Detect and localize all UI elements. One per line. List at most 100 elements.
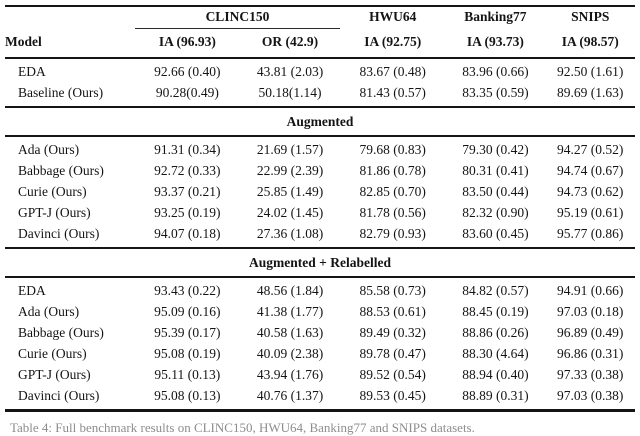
value-cell: 88.45 (0.19) <box>462 304 529 319</box>
metric-header-row: Model IA (96.93) OR (42.9) IA (92.75) IA… <box>5 28 635 59</box>
value-cell: 82.32 (0.90) <box>462 205 529 220</box>
empty-header-cell <box>5 6 135 29</box>
value-cell: 88.30 (4.64) <box>462 346 529 361</box>
model-cell: Baseline (Ours) <box>18 85 104 100</box>
model-cell: Babbage (Ours) <box>18 163 104 178</box>
value-cell: 96.89 (0.49) <box>557 325 624 340</box>
value-cell: 22.99 (2.39) <box>256 163 324 178</box>
value-cell: 94.07 (0.18) <box>154 226 221 241</box>
value-cell: 21.69 (1.57) <box>256 142 324 157</box>
model-cell: Curie (Ours) <box>18 184 87 199</box>
value-cell: 81.43 (0.57) <box>359 85 426 100</box>
results-table-container: CLINC150 HWU64 Banking77 SNIPS Model IA … <box>5 5 635 412</box>
value-cell: 85.58 (0.73) <box>359 283 426 298</box>
value-cell: 83.96 (0.66) <box>462 64 529 79</box>
value-cell: 43.81 (2.03) <box>256 64 324 79</box>
value-cell: 88.53 (0.61) <box>359 304 426 319</box>
value-cell: 41.38 (1.77) <box>256 304 324 319</box>
value-cell: 95.77 (0.86) <box>557 226 624 241</box>
value-cell: 40.76 (1.37) <box>256 388 324 403</box>
value-cell: 93.37 (0.21) <box>154 184 221 199</box>
value-cell: 82.85 (0.70) <box>359 184 426 199</box>
table-caption-cropped: Table 4: Full benchmark results on CLINC… <box>10 420 475 435</box>
value-cell: 84.82 (0.57) <box>462 283 529 298</box>
value-cell: 90.28(0.49) <box>155 85 219 100</box>
value-cell: 25.85 (1.49) <box>256 184 324 199</box>
value-cell: 95.09 (0.16) <box>154 304 221 319</box>
value-cell: 94.91 (0.66) <box>557 283 624 298</box>
value-cell: 43.94 (1.76) <box>256 367 324 382</box>
value-cell: 94.74 (0.67) <box>557 163 624 178</box>
dataset-group-header-row: CLINC150 HWU64 Banking77 SNIPS <box>5 6 635 29</box>
model-cell: Davinci (Ours) <box>18 388 100 403</box>
model-cell: EDA <box>18 283 46 298</box>
table-row: GPT-J (Ours) 93.25 (0.19) 24.02 (1.45) 81.7… <box>5 202 635 223</box>
value-cell: 97.03 (0.18) <box>557 304 624 319</box>
section-title: Augmented + Relabelled <box>5 247 635 278</box>
model-cell: Curie (Ours) <box>18 346 87 361</box>
dataset-header-clinc150: CLINC150 <box>134 6 341 29</box>
metric-header-snips-ia: IA (98.57) <box>545 28 635 59</box>
metric-header-clinc-ia: IA (96.93) <box>134 28 240 59</box>
table-row: EDA 92.66 (0.40) 43.81 (2.03) 83.67 (0.48) 8… <box>5 58 635 82</box>
value-cell: 94.27 (0.52) <box>557 142 624 157</box>
value-cell: 50.18(1.14) <box>258 85 322 100</box>
table-row: Babbage (Ours) 92.72 (0.33) 22.99 (2.39) 81… <box>5 160 635 181</box>
section-title-row: Augmented <box>5 106 635 137</box>
dataset-header-snips: SNIPS <box>571 9 610 25</box>
value-cell: 83.67 (0.48) <box>359 64 426 79</box>
value-cell: 83.35 (0.59) <box>462 85 529 100</box>
model-cell: Ada (Ours) <box>18 142 80 157</box>
value-cell: 97.03 (0.38) <box>557 388 624 403</box>
value-cell: 93.25 (0.19) <box>154 205 221 220</box>
metric-header-banking-ia: IA (93.73) <box>445 28 546 59</box>
value-cell: 80.31 (0.41) <box>462 163 529 178</box>
value-cell: 95.11 (0.13) <box>154 367 221 382</box>
value-cell: 88.89 (0.31) <box>462 388 529 403</box>
dataset-header-hwu64: HWU64 <box>369 9 417 25</box>
metric-header-clinc-or: OR (42.9) <box>239 28 341 59</box>
value-cell: 40.58 (1.63) <box>256 325 324 340</box>
value-cell: 92.72 (0.33) <box>154 163 221 178</box>
value-cell: 92.50 (1.61) <box>557 64 624 79</box>
value-cell: 89.52 (0.54) <box>359 367 426 382</box>
value-cell: 89.69 (1.63) <box>557 85 624 100</box>
value-cell: 89.53 (0.45) <box>359 388 426 403</box>
table-row: Davinci (Ours) 94.07 (0.18) 27.36 (1.08) 82… <box>5 223 635 248</box>
model-column-header: Model <box>5 28 135 59</box>
model-cell: GPT-J (Ours) <box>18 205 91 220</box>
model-cell: Ada (Ours) <box>18 304 80 319</box>
value-cell: 93.43 (0.22) <box>154 283 221 298</box>
value-cell: 27.36 (1.08) <box>256 226 324 241</box>
value-cell: 81.78 (0.56) <box>359 205 426 220</box>
section-title-row: Augmented + Relabelled <box>5 247 635 278</box>
value-cell: 24.02 (1.45) <box>256 205 324 220</box>
value-cell: 79.30 (0.42) <box>462 142 529 157</box>
value-cell: 83.60 (0.45) <box>462 226 529 241</box>
value-cell: 88.94 (0.40) <box>462 367 529 382</box>
value-cell: 95.08 (0.13) <box>154 388 221 403</box>
value-cell: 95.19 (0.61) <box>557 205 624 220</box>
model-cell: Davinci (Ours) <box>18 226 100 241</box>
value-cell: 83.50 (0.44) <box>462 184 529 199</box>
value-cell: 81.86 (0.78) <box>359 163 426 178</box>
value-cell: 79.68 (0.83) <box>359 142 426 157</box>
table-header: CLINC150 HWU64 Banking77 SNIPS Model IA … <box>5 6 635 59</box>
table-row: Babbage (Ours) 95.39 (0.17) 40.58 (1.63) 89… <box>5 322 635 343</box>
table-row: Curie (Ours) 93.37 (0.21) 25.85 (1.49) 82.8… <box>5 181 635 202</box>
table-row: Ada (Ours) 95.09 (0.16) 41.38 (1.77) 88.53 … <box>5 301 635 322</box>
table-row: Curie (Ours) 95.08 (0.19) 40.09 (2.38) 89.7… <box>5 343 635 364</box>
value-cell: 95.39 (0.17) <box>154 325 221 340</box>
value-cell: 89.49 (0.32) <box>359 325 426 340</box>
benchmark-results-table: CLINC150 HWU64 Banking77 SNIPS Model IA … <box>5 5 635 412</box>
value-cell: 91.31 (0.34) <box>154 142 221 157</box>
dataset-header-banking77: Banking77 <box>464 9 527 25</box>
value-cell: 89.78 (0.47) <box>359 346 426 361</box>
section-title: Augmented <box>5 106 635 137</box>
value-cell: 88.86 (0.26) <box>462 325 529 340</box>
value-cell: 48.56 (1.84) <box>256 283 324 298</box>
table-row: EDA 93.43 (0.22) 48.56 (1.84) 85.58 (0.73) 8… <box>5 277 635 301</box>
metric-header-hwu-ia: IA (92.75) <box>340 28 446 59</box>
value-cell: 40.09 (2.38) <box>256 346 324 361</box>
table-body: EDA 92.66 (0.40) 43.81 (2.03) 83.67 (0.48) 8… <box>5 58 635 411</box>
